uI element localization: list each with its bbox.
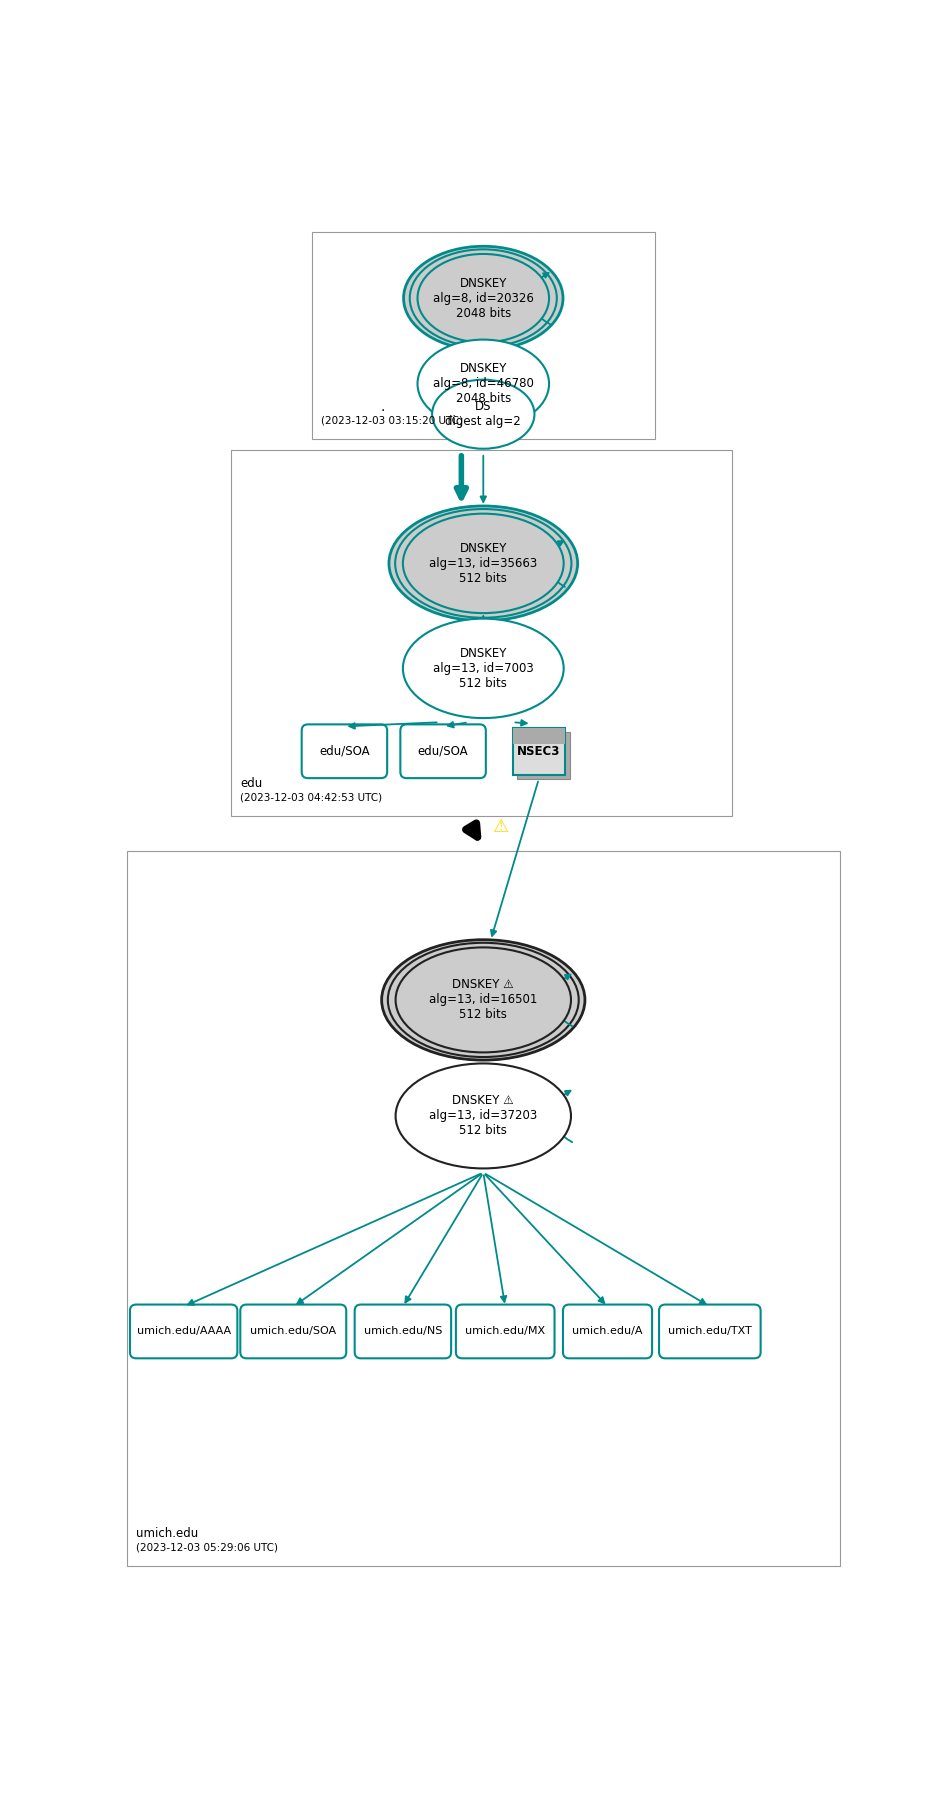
Ellipse shape [432,380,535,448]
Ellipse shape [389,506,578,621]
Text: DS
digest alg=2: DS digest alg=2 [445,400,521,429]
Ellipse shape [404,246,563,350]
Text: (2023-12-03 04:42:53 UTC): (2023-12-03 04:42:53 UTC) [240,793,383,802]
Text: umich.edu/SOA: umich.edu/SOA [250,1326,337,1337]
FancyBboxPatch shape [355,1304,451,1358]
Text: umich.edu/NS: umich.edu/NS [364,1326,442,1337]
FancyBboxPatch shape [659,1304,761,1358]
Text: umich.edu/AAAA: umich.edu/AAAA [137,1326,231,1337]
Text: (2023-12-03 03:15:20 UTC): (2023-12-03 03:15:20 UTC) [321,416,463,425]
Ellipse shape [403,619,564,718]
Text: DNSKEY
alg=13, id=35663
512 bits: DNSKEY alg=13, id=35663 512 bits [429,542,538,585]
Text: umich.edu/A: umich.edu/A [572,1326,643,1337]
Ellipse shape [418,339,549,429]
FancyBboxPatch shape [401,725,486,779]
FancyBboxPatch shape [512,728,565,775]
Text: (2023-12-03 05:29:06 UTC): (2023-12-03 05:29:06 UTC) [136,1543,278,1554]
Text: DNSKEY
alg=13, id=7003
512 bits: DNSKEY alg=13, id=7003 512 bits [433,648,534,691]
FancyBboxPatch shape [455,1304,554,1358]
Text: umich.edu/TXT: umich.edu/TXT [668,1326,752,1337]
Ellipse shape [382,940,585,1060]
Ellipse shape [418,255,549,343]
Ellipse shape [396,947,571,1053]
Ellipse shape [396,1064,571,1168]
FancyBboxPatch shape [302,725,388,779]
Text: umich.edu/MX: umich.edu/MX [465,1326,545,1337]
Text: ⚠: ⚠ [492,818,508,836]
Text: edu: edu [240,777,263,789]
FancyBboxPatch shape [311,231,655,440]
Text: DNSKEY ⚠
alg=13, id=37203
512 bits: DNSKEY ⚠ alg=13, id=37203 512 bits [429,1094,538,1137]
Ellipse shape [395,509,571,617]
Text: NSEC3: NSEC3 [517,745,560,757]
FancyBboxPatch shape [517,732,570,779]
Text: edu/SOA: edu/SOA [319,745,370,757]
Text: .: . [381,400,386,414]
Text: DNSKEY ⚠
alg=13, id=16501
512 bits: DNSKEY ⚠ alg=13, id=16501 512 bits [429,978,538,1021]
FancyBboxPatch shape [563,1304,653,1358]
Ellipse shape [388,944,579,1057]
Text: edu/SOA: edu/SOA [418,745,469,757]
Text: DNSKEY
alg=8, id=46780
2048 bits: DNSKEY alg=8, id=46780 2048 bits [433,362,534,405]
FancyBboxPatch shape [231,450,732,816]
Ellipse shape [410,249,556,346]
FancyBboxPatch shape [240,1304,346,1358]
FancyBboxPatch shape [512,728,565,745]
FancyBboxPatch shape [126,850,840,1566]
Text: DNSKEY
alg=8, id=20326
2048 bits: DNSKEY alg=8, id=20326 2048 bits [433,276,534,319]
Text: umich.edu: umich.edu [136,1527,198,1539]
FancyBboxPatch shape [130,1304,238,1358]
Ellipse shape [403,513,564,614]
